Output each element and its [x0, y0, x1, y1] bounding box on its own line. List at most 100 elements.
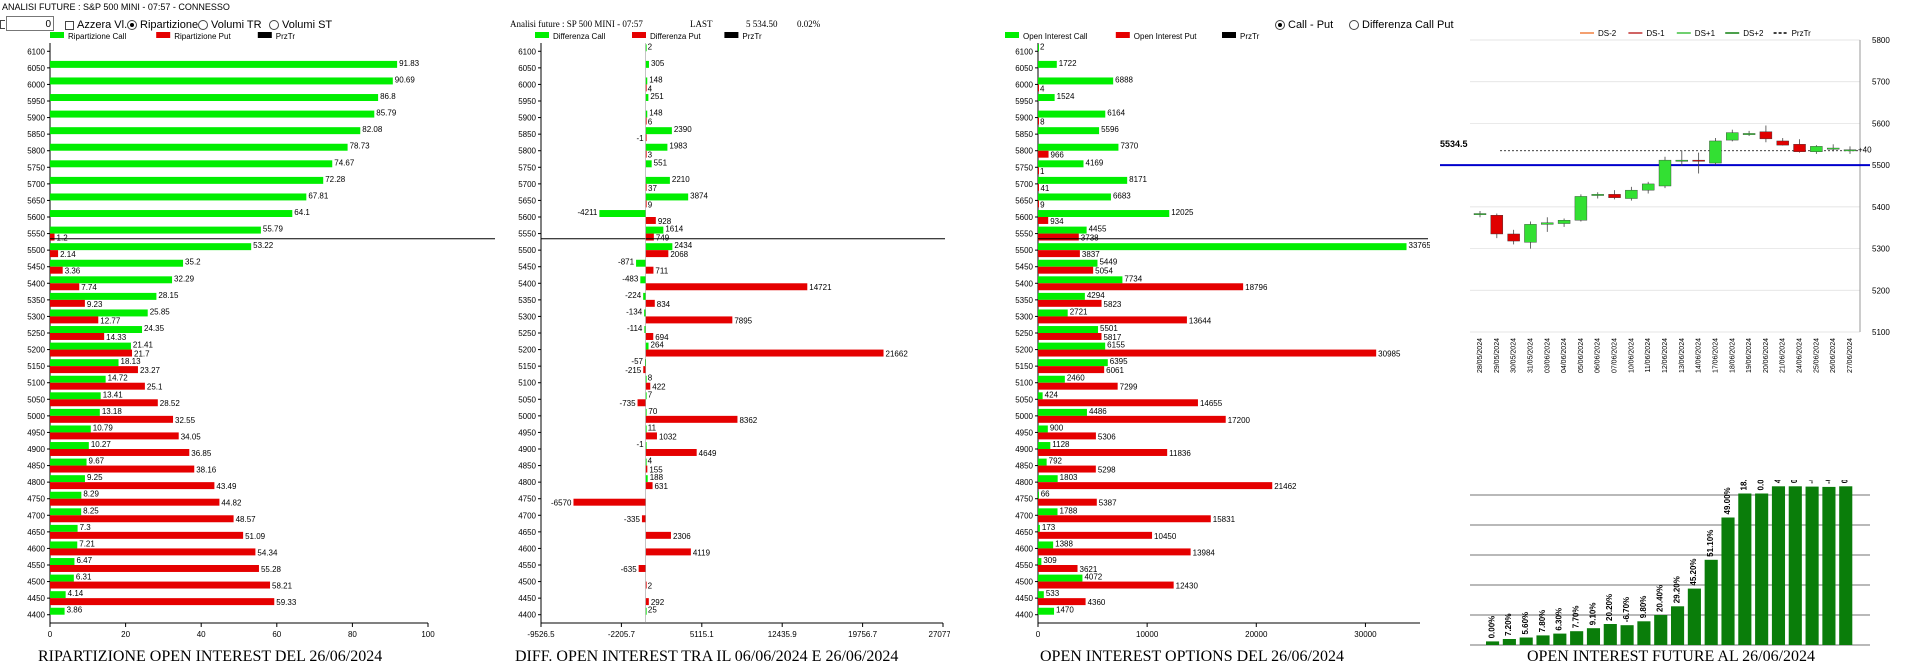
strike-label: 5900 [27, 114, 45, 123]
put-value-label: 3621 [1080, 565, 1098, 574]
call-bar [50, 574, 74, 582]
oi-percent-label: 9.80% [1639, 596, 1648, 619]
call-value-label: 67.81 [308, 191, 329, 200]
value-spinner[interactable]: 0 [6, 16, 54, 31]
strike-label: 4500 [518, 578, 536, 587]
strike-label: 4950 [27, 428, 45, 437]
call-bar [645, 94, 649, 101]
oi-percent-label: 9.10% [1588, 603, 1597, 626]
put-value-label: 23.27 [140, 366, 161, 375]
put-value-label: 17200 [1228, 416, 1251, 425]
call-value-label: 66 [1041, 490, 1050, 499]
strike-label: 4400 [1015, 611, 1033, 620]
call-value-label: 6164 [1107, 109, 1125, 118]
call-value-label: 4 [648, 457, 653, 466]
call-value-label: 24.35 [144, 324, 165, 333]
put-bar [50, 598, 275, 606]
call-bar [645, 408, 647, 416]
put-value-label: 25.1 [147, 383, 163, 392]
put-value-label: -215 [625, 366, 642, 375]
radio-ripartizione[interactable]: Ripartizione [127, 18, 198, 32]
strike-label: 6000 [1015, 80, 1033, 89]
radio-diff-call-put[interactable]: Differenza Call Put [1349, 18, 1454, 32]
call-value-label: -134 [626, 307, 643, 316]
radio-dot[interactable] [198, 20, 208, 30]
strike-label: 5400 [27, 279, 45, 288]
call-value-label: 148 [649, 75, 663, 84]
legend-label: DS-2 [1598, 29, 1617, 38]
strike-label: 5800 [518, 147, 536, 156]
put-bar [50, 565, 259, 572]
put-value-label: 2 [648, 582, 653, 591]
oi-bar [1721, 517, 1735, 645]
put-bar [1038, 167, 1039, 175]
strike-label: 5600 [518, 213, 536, 222]
reset-checkbox[interactable]: Azzera Vl. [65, 18, 127, 32]
panel1-title: RIPARTIZIONE OPEN INTEREST DEL 26/06/202… [38, 648, 383, 665]
radio-volumi-tr[interactable]: Volumi TR [198, 18, 262, 32]
call-value-label: 86.8 [380, 92, 396, 101]
call-value-label: 5449 [1099, 258, 1117, 267]
strike-label: 5900 [1015, 114, 1033, 123]
strike-label: 4800 [518, 478, 536, 487]
radio-call-put[interactable]: Call - Put [1275, 18, 1333, 32]
oi-percent-label: 5.60% [1521, 612, 1530, 635]
x-tick-label: 19756.7 [848, 630, 877, 639]
call-bar [50, 210, 293, 217]
put-value-label: 44.82 [221, 499, 242, 508]
radio-label: Differenza Call Put [1362, 19, 1454, 31]
date-label: 25/06/2024 [1813, 338, 1820, 373]
put-bar [50, 382, 145, 390]
date-label: 30/05/2024 [1511, 338, 1518, 373]
call-bar [50, 458, 87, 466]
oi-bar [1654, 615, 1668, 645]
put-bar [1038, 482, 1273, 490]
x-tick-label: -9526.5 [527, 630, 555, 639]
call-bar [1038, 60, 1057, 68]
radio-dot[interactable] [1275, 20, 1285, 30]
strike-label: 4550 [27, 561, 45, 570]
call-bar [50, 309, 148, 317]
strike-label: 4500 [27, 578, 45, 587]
legend-swatch [1222, 32, 1236, 38]
differenza-chart: Differenza Call Differenza Put PrzTr -9526.… [518, 32, 950, 639]
strike-label: 4950 [518, 428, 536, 437]
radio-dot[interactable] [1349, 20, 1359, 30]
put-value-label: 694 [655, 333, 669, 342]
call-value-label: 1128 [1052, 440, 1070, 449]
y-tick-label: 5800 [1872, 36, 1890, 45]
radio-dot[interactable] [127, 20, 137, 30]
candle-body [1692, 159, 1705, 162]
strike-label: 5250 [518, 329, 536, 338]
legend-label: DS+1 [1695, 29, 1716, 38]
candle-body [1742, 133, 1756, 135]
call-bar [645, 226, 664, 234]
call-bar [1038, 243, 1407, 251]
put-bar [645, 415, 738, 423]
call-value-label: 792 [1049, 457, 1063, 466]
put-value-label: 14655 [1200, 399, 1223, 408]
strike-label: 5800 [27, 147, 45, 156]
call-bar [1038, 359, 1108, 367]
put-bar [50, 316, 99, 324]
strike-label: 5800 [1015, 147, 1033, 156]
checkbox-label: Azzera Vl. [77, 19, 128, 31]
strike-label: 5300 [27, 312, 45, 321]
checkbox-box[interactable] [65, 20, 74, 30]
radio-volumi-st[interactable]: Volumi ST [269, 18, 332, 32]
strike-label: 4450 [27, 594, 45, 603]
candle-body [1793, 144, 1806, 152]
call-value-label: 82.08 [362, 125, 383, 134]
radio-label: Volumi TR [211, 19, 262, 31]
call-value-label: 28.15 [158, 291, 179, 300]
call-value-label: 7734 [1124, 274, 1142, 283]
put-value-label: 8 [1040, 118, 1045, 127]
radio-dot[interactable] [269, 20, 279, 30]
date-label: 03/06/2024 [1544, 338, 1551, 373]
strike-label: 5600 [27, 213, 45, 222]
panel2-change: 0.02% [797, 19, 821, 29]
put-value-label: 5823 [1104, 300, 1122, 309]
call-value-label: 2460 [1067, 374, 1085, 383]
strike-label: 5150 [1015, 362, 1033, 371]
put-bar [1038, 399, 1198, 407]
